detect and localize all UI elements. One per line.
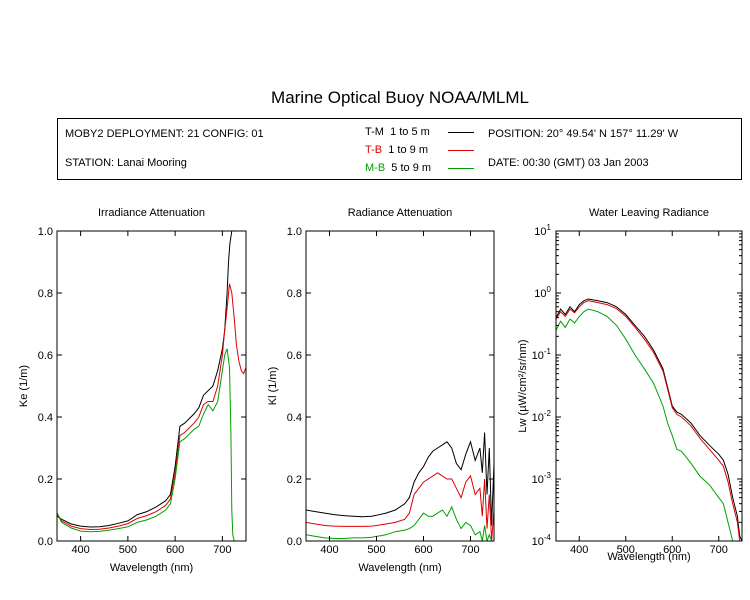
x-tick-label: 500: [119, 544, 137, 556]
x-tick-label: 700: [710, 544, 728, 556]
legend-line-tb: [448, 150, 474, 151]
chart-1: Irradiance Attenuation 400 500 600 700 0.0 0.2…: [18, 207, 247, 574]
y-tick-label: 0.8: [38, 288, 53, 300]
y-tick-label: 0.2: [38, 474, 53, 486]
y-tick-label: 10-3: [532, 471, 552, 486]
legend-entry-tb: T-B 1 to 9 m: [365, 144, 428, 156]
y-tick-label: 10-4: [532, 533, 552, 548]
y-tick-label: 0.4: [287, 412, 302, 424]
legend-entry-mb: M-B 5 to 9 m: [365, 162, 431, 174]
x-tick-label: 600: [663, 544, 681, 556]
position-info: POSITION: 20° 49.54' N 157° 11.29' W: [488, 128, 679, 140]
y-tick-label: 100: [534, 285, 551, 300]
chart-title: Water Leaving Radiance: [589, 207, 709, 219]
x-tick-label: 600: [166, 544, 184, 556]
y-axis-label: Ke (1/m): [18, 365, 30, 407]
y-tick-label: 101: [534, 223, 551, 238]
legend-pair: M-B: [365, 162, 386, 174]
x-axis-label: Wavelength (nm): [110, 562, 193, 574]
x-tick-label: 700: [461, 544, 479, 556]
series-line-t-m: [556, 298, 742, 541]
y-axis-label: Lw (µW/cm²/sr/nm): [517, 339, 529, 432]
x-tick-label: 600: [414, 544, 432, 556]
date-info: DATE: 00:30 (GMT) 03 Jan 2003: [488, 157, 649, 169]
legend-range: 5 to 9 m: [391, 162, 432, 174]
series-line-t-b: [306, 472, 494, 541]
chart-3: Water Leaving Radiance 400 500 600 700 10-4 10…: [517, 207, 743, 563]
plot-frame: [555, 230, 743, 542]
y-tick-label: 1.0: [287, 226, 302, 238]
plot-frame: [56, 230, 247, 542]
x-axis-label: Wavelength (nm): [358, 562, 441, 574]
series-line-t-b: [57, 283, 246, 531]
y-tick-label: 1.0: [38, 226, 53, 238]
y-tick-label: 10-1: [532, 347, 552, 362]
y-tick-label: 0.6: [38, 350, 53, 362]
x-axis-label: Wavelength (nm): [607, 551, 690, 563]
chart-title: Radiance Attenuation: [348, 207, 453, 219]
series-line-m-b: [57, 348, 235, 541]
y-tick-label: 0.4: [38, 412, 53, 424]
y-tick-label: 0.6: [287, 350, 302, 362]
station-info: STATION: Lanai Mooring: [65, 157, 187, 169]
plot-frame: [305, 230, 495, 542]
deployment-info: MOBY2 DEPLOYMENT: 21 CONFIG: 01: [65, 128, 264, 140]
y-tick-label: 0.8: [287, 288, 302, 300]
legend-line-tm: [448, 132, 474, 133]
legend-entry-tm: T-M 1 to 5 m: [365, 126, 430, 138]
series-line-m-b: [556, 308, 738, 541]
legend-range: 1 to 9 m: [388, 144, 428, 156]
series-line-t-b: [556, 300, 742, 541]
series-line-t-m: [306, 432, 494, 526]
y-tick-label: 10-2: [532, 409, 552, 424]
y-tick-label: 0.0: [38, 536, 53, 548]
legend-line-mb: [448, 168, 474, 169]
y-axis-label: Kl (1/m): [267, 367, 279, 406]
chart-title: Irradiance Attenuation: [98, 207, 205, 219]
x-tick-label: 700: [213, 544, 231, 556]
x-tick-label: 500: [617, 544, 635, 556]
info-box: [57, 118, 742, 180]
x-tick-label: 500: [367, 544, 385, 556]
x-tick-label: 400: [570, 544, 588, 556]
series-line-m-b: [306, 505, 494, 541]
series-line-t-m: [57, 231, 233, 528]
chart-2: Radiance Attenuation 400 500 600 700 0.0 0.2 0.…: [267, 207, 495, 574]
main-title: Marine Optical Buoy NOAA/MLML: [271, 88, 529, 107]
legend-range: 1 to 5 m: [390, 126, 430, 138]
x-tick-label: 400: [320, 544, 338, 556]
y-tick-label: 0.0: [287, 536, 302, 548]
legend-pair: T-M: [365, 126, 384, 138]
legend-pair: T-B: [365, 144, 383, 156]
y-tick-label: 0.2: [287, 474, 302, 486]
x-tick-label: 400: [71, 544, 89, 556]
